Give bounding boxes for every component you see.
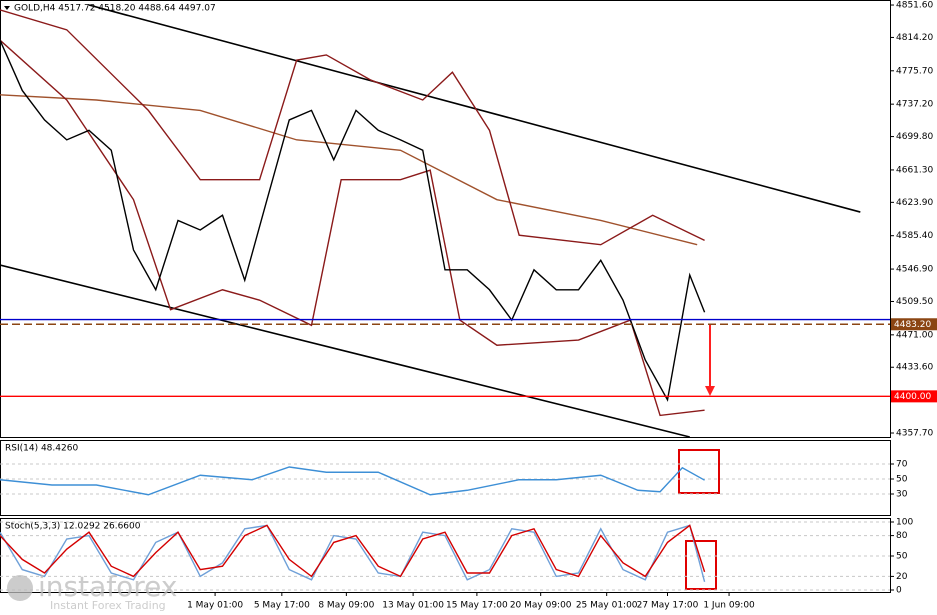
y-tick-label: 30 <box>896 490 908 500</box>
y-tick-label: 4357.70 <box>896 429 933 439</box>
x-tick-label: 20 May 09:00 <box>510 601 572 611</box>
series-line <box>0 39 705 417</box>
price-level-label: 4483.20 <box>894 320 931 330</box>
series-line <box>0 466 705 496</box>
y-tick-label: 4546.90 <box>896 265 933 275</box>
rsi-title: RSI(14) 48.4260 <box>5 444 78 454</box>
x-tick-label: 1 May 01:00 <box>187 601 243 611</box>
series-line <box>0 524 706 582</box>
watermark-tagline: Instant Forex Trading <box>50 599 166 612</box>
main-panel <box>0 0 891 438</box>
y-tick-label: 20 <box>896 572 908 582</box>
y-tick-label: 0 <box>896 586 902 596</box>
y-tick-label: 4851.60 <box>896 1 933 11</box>
series-line <box>0 9 705 246</box>
y-tick-label: 4814.20 <box>896 33 933 43</box>
y-tick-label: 4699.80 <box>896 132 933 142</box>
series-line <box>0 94 698 246</box>
y-tick-label: 4737.20 <box>896 100 933 110</box>
x-tick-label: 25 May 01:00 <box>576 601 638 611</box>
x-tick-label: 8 May 09:00 <box>318 601 374 611</box>
y-tick-label: 4661.30 <box>896 165 933 175</box>
y-tick-label: 4433.60 <box>896 363 933 373</box>
price-level-tag <box>891 318 937 331</box>
arrow-head <box>705 386 715 396</box>
price-level-tag <box>891 390 937 403</box>
collapse-icon[interactable] <box>4 6 10 10</box>
y-tick-label: 100 <box>896 518 913 528</box>
series-line <box>0 39 706 402</box>
y-tick-label: 4585.40 <box>896 231 933 241</box>
y-tick-label: 70 <box>896 460 908 470</box>
trendline <box>0 264 690 438</box>
y-tick-label: 50 <box>896 552 908 562</box>
rsi-highlight <box>678 449 720 494</box>
x-tick-label: 13 May 01:00 <box>382 601 444 611</box>
stoch-highlight <box>685 540 717 590</box>
y-tick-label: 4509.50 <box>896 297 933 307</box>
y-tick-label: 80 <box>896 531 908 541</box>
series-line <box>0 524 706 578</box>
rsi-panel <box>0 440 891 516</box>
price-level-label: 4400.00 <box>894 392 931 402</box>
stoch-title: Stoch(5,3,3) 12.0292 26.6600 <box>5 522 141 532</box>
watermark-logo <box>7 575 33 601</box>
x-tick-label: 5 May 17:00 <box>254 601 310 611</box>
y-tick-label: 4623.90 <box>896 198 933 208</box>
main-title: GOLD,H4 4517.72 4518.20 4488.64 4497.07 <box>14 4 216 14</box>
y-tick-label: 4471.00 <box>896 330 933 340</box>
x-tick-label: 15 May 17:00 <box>446 601 508 611</box>
watermark-brand: instaforex <box>38 570 177 603</box>
trendline <box>88 4 861 213</box>
x-tick-label: 1 Jun 09:00 <box>703 601 755 611</box>
y-tick-label: 50 <box>896 475 908 485</box>
x-tick-label: 27 May 17:00 <box>637 601 699 611</box>
y-tick-label: 4775.70 <box>896 66 933 76</box>
